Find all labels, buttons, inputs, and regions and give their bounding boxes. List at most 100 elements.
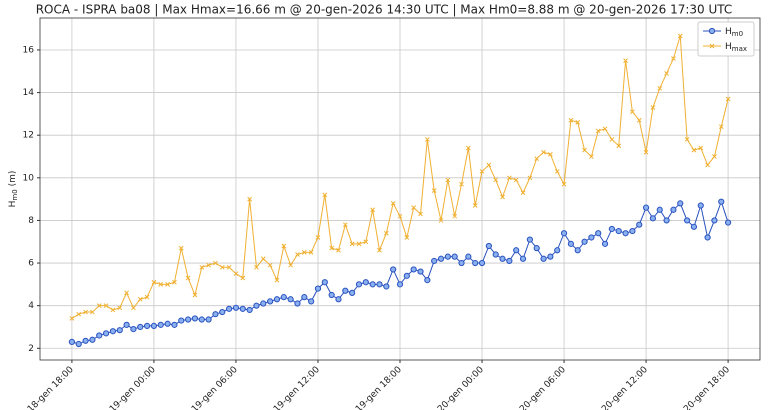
point: [636, 221, 643, 228]
point: [670, 206, 677, 213]
point: [499, 255, 506, 262]
legend-marker: [708, 27, 716, 35]
point: [507, 175, 512, 181]
point: [362, 279, 369, 286]
point: [83, 309, 88, 315]
point: [560, 230, 568, 237]
point: [199, 264, 205, 270]
point: [595, 128, 601, 134]
point: [431, 257, 438, 265]
point: [321, 279, 328, 286]
point: [479, 169, 485, 174]
point: [390, 201, 396, 206]
x-tick-label: 20-gen 12:00: [600, 365, 650, 410]
point: [547, 253, 554, 260]
point: [377, 247, 382, 253]
point: [103, 303, 109, 309]
x-tick-label: 19-gen 00:00: [108, 365, 158, 410]
point: [589, 154, 594, 159]
point: [96, 303, 102, 309]
point: [363, 239, 369, 245]
point: [568, 117, 574, 123]
point: [219, 264, 225, 270]
point: [698, 145, 704, 151]
point: [684, 137, 690, 142]
point: [493, 177, 499, 183]
point: [485, 242, 492, 250]
legend-marker: [709, 43, 715, 49]
y-tick-label: 12: [23, 131, 34, 141]
point: [445, 177, 451, 183]
point: [301, 250, 307, 255]
point: [336, 247, 341, 253]
point: [636, 117, 642, 123]
x-tick-label: 18-gen 18:00: [26, 365, 76, 410]
point: [329, 245, 334, 251]
point: [642, 204, 650, 211]
point: [390, 266, 397, 273]
chart-title: ROCA - ISPRA ba08 | Max Hmax=16.66 m @ 2…: [36, 3, 733, 17]
point: [370, 207, 376, 213]
point: [178, 245, 184, 251]
point: [137, 323, 144, 331]
point: [582, 147, 587, 153]
point: [500, 194, 505, 200]
point: [75, 340, 82, 348]
point: [185, 275, 191, 281]
point: [124, 290, 129, 296]
point: [308, 250, 314, 255]
point: [574, 247, 581, 254]
point: [356, 241, 362, 247]
y-tick-label: 16: [23, 45, 35, 55]
point: [622, 230, 629, 237]
point: [123, 321, 130, 328]
legend-label: Hmax: [725, 42, 747, 54]
point: [246, 306, 253, 314]
point: [519, 255, 527, 262]
point: [718, 124, 724, 130]
legend: Hm0 Hmax: [697, 21, 755, 57]
point: [151, 279, 157, 285]
point: [418, 211, 423, 217]
point: [233, 271, 239, 277]
y-tick-label: 4: [28, 301, 34, 311]
point: [451, 253, 458, 260]
point: [705, 162, 710, 168]
point: [424, 137, 430, 142]
point: [274, 277, 280, 283]
x-tick-label: 20-gen 18:00: [682, 365, 732, 410]
point: [150, 322, 158, 330]
point: [677, 33, 683, 39]
point: [322, 192, 328, 198]
point: [260, 300, 267, 307]
legend-label: Hm0: [725, 27, 743, 39]
point: [240, 275, 246, 281]
point: [411, 205, 417, 210]
point: [608, 225, 615, 233]
point: [492, 251, 499, 258]
point: [226, 305, 233, 312]
point: [157, 321, 164, 328]
point: [424, 276, 431, 284]
point: [213, 260, 218, 266]
point: [205, 316, 212, 323]
point: [671, 56, 676, 61]
point: [96, 332, 103, 339]
point: [601, 240, 609, 247]
y-tick-label: 2: [28, 344, 34, 354]
point: [718, 198, 725, 205]
point: [513, 177, 519, 183]
point: [171, 321, 178, 328]
point: [437, 255, 445, 262]
point: [575, 120, 581, 125]
point: [663, 217, 670, 224]
point: [581, 238, 588, 245]
y-tick-label: 14: [23, 88, 35, 98]
point: [273, 296, 281, 303]
point: [254, 264, 259, 270]
point: [315, 235, 321, 240]
point: [185, 316, 192, 323]
point: [369, 281, 376, 288]
point: [664, 71, 669, 76]
